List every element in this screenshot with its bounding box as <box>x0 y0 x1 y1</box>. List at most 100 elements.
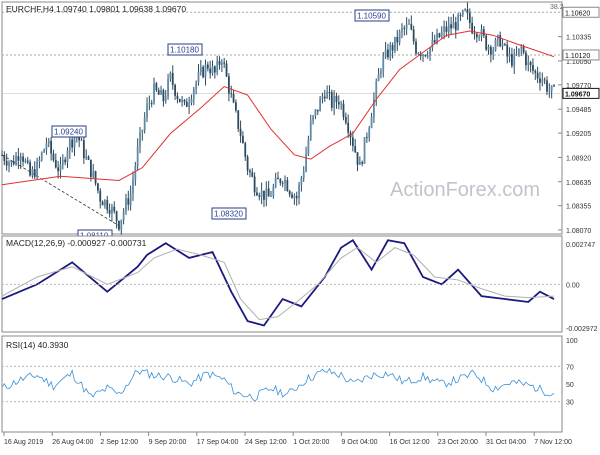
macd-tick-label: 0.002747 <box>566 242 595 249</box>
candle-body <box>529 62 532 66</box>
macd-panel: MACD(12,26,9) -0.000927 -0.000731 0.0027… <box>1 235 598 333</box>
candle-body <box>546 80 548 92</box>
candle-body <box>443 26 445 32</box>
candle-body <box>468 12 471 23</box>
macd-tick-label: -0.002972 <box>566 326 598 333</box>
price-header: EURCHF,H4 1.09740 1.09801 1.09638 1.0967… <box>6 4 186 14</box>
time-tick-label: 23 Oct 20:00 <box>438 439 478 446</box>
time-tick-label: 24 Sep 12:00 <box>245 439 287 446</box>
candle-body <box>429 47 431 56</box>
candle-body <box>197 72 200 83</box>
candle-body <box>176 95 179 99</box>
candle-body <box>361 162 364 164</box>
candle-body <box>183 99 186 102</box>
candle-body <box>384 49 387 57</box>
candle-body <box>440 31 443 38</box>
candle-body <box>29 162 31 176</box>
candle-body <box>202 66 205 78</box>
candle-body <box>218 60 221 65</box>
candle-body <box>459 15 462 16</box>
candle-body <box>471 22 474 34</box>
candle-body <box>457 15 460 31</box>
current-price-label: 1.09670 <box>565 91 590 98</box>
current-price-box <box>562 87 600 99</box>
candle-body <box>387 49 389 58</box>
candle-body <box>190 99 193 103</box>
rsi-header: RSI(14) 40.3930 <box>6 340 69 350</box>
candle-body <box>71 139 74 148</box>
time-tick-label: 16 Oct 12:00 <box>390 439 430 446</box>
price-tick-label: 1.09205 <box>566 131 591 138</box>
candle-body <box>398 31 401 43</box>
candle-body <box>199 66 202 73</box>
candle-body <box>553 85 555 87</box>
candle-body <box>263 190 265 200</box>
candle-body <box>489 46 492 55</box>
candle-body <box>120 219 123 230</box>
price-tick-label: 1.09770 <box>566 83 591 90</box>
candle-body <box>532 65 534 71</box>
candle-body <box>209 68 212 74</box>
candle-body <box>5 160 8 166</box>
candle-body <box>550 85 553 92</box>
candle-body <box>288 191 291 195</box>
candle-body <box>487 46 490 50</box>
candle-body <box>213 66 216 73</box>
candle-body <box>92 171 95 177</box>
rsi-tick-label: 100 <box>566 338 578 345</box>
candle-body <box>365 137 368 139</box>
candle-body <box>85 156 88 159</box>
candle-body <box>274 177 277 188</box>
candle-body <box>87 156 90 160</box>
candle-body <box>43 149 46 153</box>
candle-body <box>125 198 127 212</box>
time-tick-label: 9 Oct 04:00 <box>341 439 377 446</box>
candle-body <box>461 10 464 16</box>
candle-body <box>298 184 300 199</box>
price-tick-label: 1.10050 <box>566 59 591 66</box>
candle-body <box>337 102 340 105</box>
candle-body <box>73 137 76 148</box>
candle-body <box>405 24 408 29</box>
price-tick-label: 1.08635 <box>566 180 591 187</box>
candle-body <box>415 41 417 54</box>
candle-body <box>24 160 27 162</box>
price-tick-label: 1.08070 <box>566 228 591 235</box>
time-tick-label: 9 Sep 20:00 <box>149 439 187 446</box>
rsi-panel: RSI(14) 40.3930 100 70 50 30 <box>1 335 578 433</box>
candle-body <box>340 103 343 105</box>
candle-body <box>195 82 198 89</box>
candle-body <box>354 146 357 153</box>
candle-body <box>389 44 392 58</box>
time-tick-label: 26 Aug 04:00 <box>52 439 93 446</box>
candle-body <box>188 102 191 107</box>
candle-body <box>148 103 151 105</box>
candle-body <box>47 140 50 144</box>
candle-body <box>333 95 336 108</box>
candle-body <box>454 22 457 31</box>
candle-body <box>251 172 254 177</box>
candle-body <box>391 44 394 51</box>
candle-body <box>410 23 413 30</box>
candle-body <box>169 72 172 79</box>
rsi-tick-label: 50 <box>566 382 574 389</box>
candle-body <box>108 209 111 214</box>
rsi-tick-label: 70 <box>566 364 574 371</box>
candle-body <box>36 161 38 177</box>
corner-label: 38.2 <box>550 4 564 11</box>
candle-body <box>433 40 436 43</box>
candle-body <box>394 36 396 51</box>
candle-body <box>267 188 270 197</box>
macd-header: MACD(12,26,9) -0.000927 -0.000731 <box>6 238 147 248</box>
candle-body <box>31 169 34 176</box>
candle-body <box>167 78 169 97</box>
candle-body <box>220 62 223 65</box>
candle-body <box>351 137 354 147</box>
candle-body <box>134 166 137 180</box>
candle-body <box>33 169 36 177</box>
candle-body <box>436 33 438 43</box>
candle-body <box>101 201 104 206</box>
candle-body <box>157 90 160 95</box>
